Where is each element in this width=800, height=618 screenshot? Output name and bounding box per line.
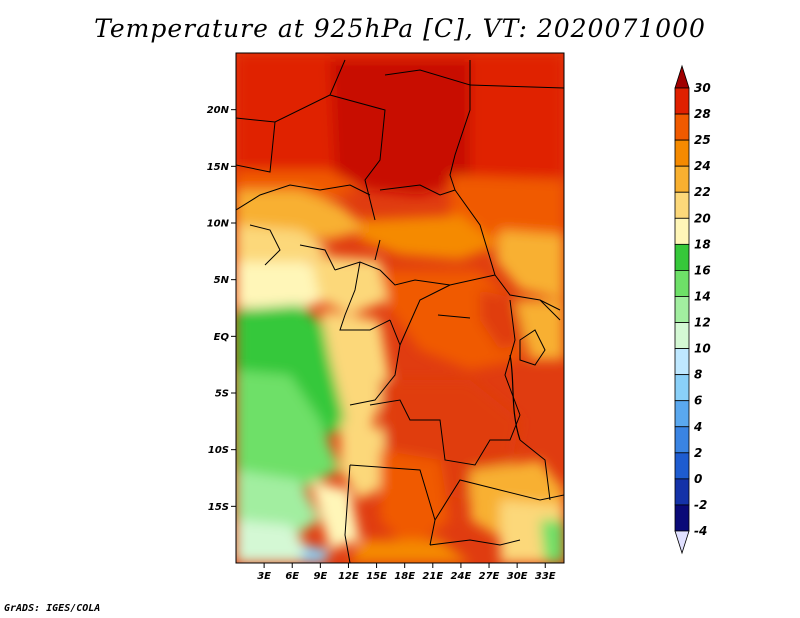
- lat-tick-label: 15N: [207, 162, 230, 173]
- colorbar-label: 30: [694, 81, 711, 95]
- colorbar-swatch: [674, 165, 690, 193]
- lat-tick-label: 10N: [207, 219, 230, 230]
- colorbar-top-arrow: [674, 64, 690, 89]
- colorbar-label: 28: [694, 107, 711, 121]
- colorbar-swatch: [674, 400, 690, 428]
- lon-tick-label: 6E: [285, 571, 299, 582]
- colorbar-label: 25: [694, 133, 711, 147]
- colorbar-swatch: [674, 426, 690, 454]
- lon-tick-label: 9E: [313, 571, 327, 582]
- colorbar-label: 2: [694, 446, 702, 460]
- lat-tick-label: 15S: [208, 502, 229, 513]
- colorbar-label: 4: [693, 420, 702, 434]
- colorbar-label: 14: [694, 289, 711, 303]
- colorbar-label: 0: [694, 472, 702, 486]
- lon-tick-label: 12E: [338, 571, 359, 582]
- colorbar-label: -2: [694, 498, 707, 512]
- colorbar-swatch: [674, 243, 690, 271]
- lat-tick-label: 10S: [208, 445, 229, 456]
- country-boundaries: [236, 59, 564, 563]
- colorbar-swatch: [674, 139, 690, 167]
- colorbar-label: 6: [694, 394, 702, 408]
- lat-tick-label: 20N: [207, 105, 230, 116]
- lon-tick-label: 27E: [479, 571, 500, 582]
- chart-title: Temperature at 925hPa [C], VT: 202007100…: [94, 14, 706, 43]
- colorbar-swatch: [674, 452, 690, 480]
- colorbar-label: -4: [694, 524, 707, 538]
- colorbar-swatch: [674, 113, 690, 141]
- colorbar-swatch: [674, 296, 690, 323]
- map-frame: [235, 52, 565, 564]
- colorbar-swatch: [674, 270, 690, 297]
- lon-tick-label: 21E: [422, 571, 443, 582]
- colorbar-label: 24: [694, 159, 711, 173]
- lon-tick-label: 24E: [451, 571, 472, 582]
- lon-tick-label: 18E: [394, 571, 415, 582]
- colorbar-swatch: [674, 374, 690, 402]
- lon-tick-label: 15E: [366, 571, 387, 582]
- lon-tick-label: 3E: [257, 571, 271, 582]
- lat-tick-label: EQ: [214, 332, 230, 343]
- colorbar-swatch: [674, 191, 690, 219]
- colorbar-label: 10: [694, 342, 711, 356]
- lat-tick-label: 5N: [214, 275, 230, 286]
- colorbar-swatch: [674, 87, 690, 115]
- colorbar-label: 16: [694, 263, 711, 277]
- longitude-axis: 3E 6E 9E 12E 15E 18E 21E 24E 27E 30E 33E: [257, 563, 556, 582]
- colorbar-bottom-arrow: [674, 530, 690, 555]
- lat-tick-label: 5S: [215, 389, 229, 400]
- colorbar-swatch: [674, 348, 690, 376]
- colorbar-swatch: [674, 504, 690, 532]
- colorbar-swatch: [674, 217, 690, 245]
- temperature-field: [236, 53, 564, 563]
- colorbar-label: 20: [694, 211, 711, 225]
- footer-credit: GrADS: IGES/COLA: [4, 603, 101, 614]
- lon-tick-label: 33E: [535, 571, 556, 582]
- colorbar-label: 12: [694, 316, 711, 330]
- colorbar-swatch: [674, 478, 690, 506]
- colorbar-label: 8: [694, 368, 702, 382]
- colorbar-label: 22: [694, 185, 711, 199]
- lon-tick-label: 30E: [507, 571, 528, 582]
- colorbar-swatch: [674, 322, 690, 349]
- latitude-axis: 20N 15N 10N 5N EQ 5S 10S 15S: [207, 105, 236, 513]
- colorbar-label: 18: [694, 237, 711, 251]
